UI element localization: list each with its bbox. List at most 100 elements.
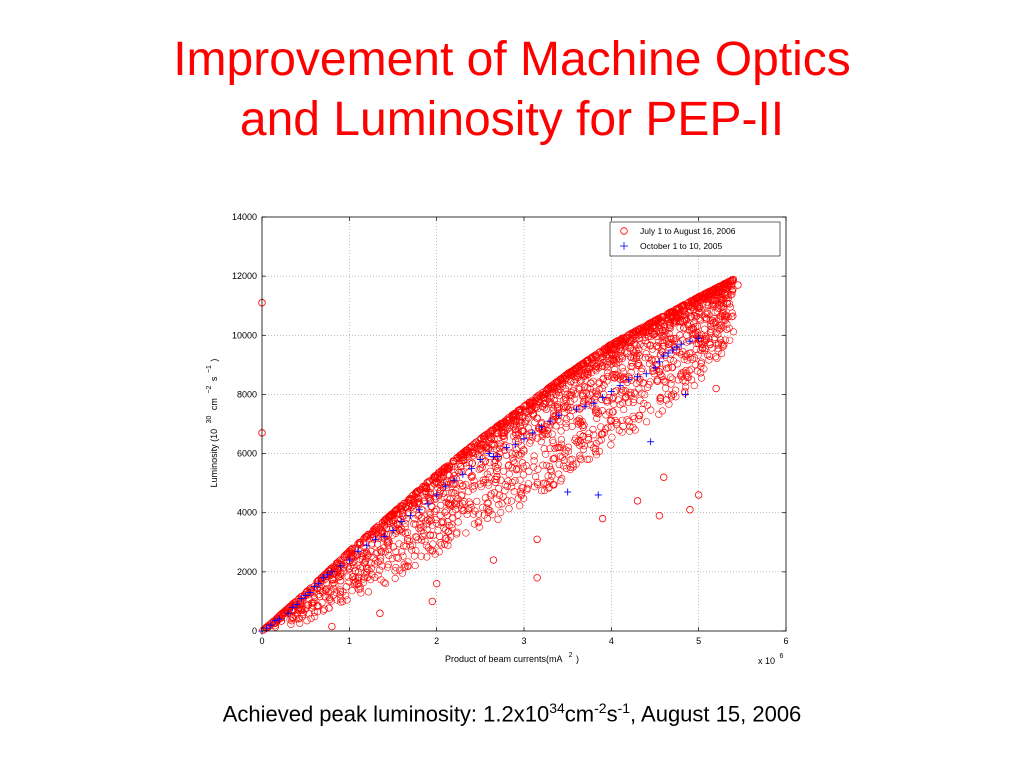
red-circle-point [667,391,676,399]
blue-plus-point [599,393,607,401]
red-circle-point [557,477,565,485]
blue-plus-point [546,417,554,425]
red-circle-point [606,341,614,349]
y-tick-label: 12000 [232,271,257,281]
red-circle-point [517,442,525,450]
red-circle-point [437,469,445,477]
blue-plus-point [398,518,406,526]
red-circle-point [714,324,722,332]
red-circle-point [604,368,612,377]
red-circle-point [277,617,285,625]
red-circle-point [529,463,538,471]
red-circle-point [687,349,695,357]
red-circle-point [694,293,702,301]
red-circle-point [503,482,511,491]
blue-plus-point [594,491,602,499]
blue-plus-point [468,464,476,472]
red-circle-point [657,395,665,403]
red-circle-point [331,581,339,589]
red-circle-point [522,431,531,439]
red-circle-point [697,335,705,343]
red-circle-point [376,566,384,574]
red-circle-point [562,397,570,405]
red-circle-point [545,462,554,471]
red-circle-point [403,536,411,545]
red-circle-point [449,509,457,517]
blue-plus-point [459,470,467,478]
red-circle-point [591,406,600,414]
red-circle-point [698,344,707,352]
red-circle-point [643,418,651,426]
red-circle-point [616,401,624,409]
red-circle-point [385,517,394,526]
red-circle-point [449,480,457,488]
red-circle-point [508,450,516,458]
red-circle-point [291,598,300,606]
red-circle-point [534,392,542,400]
red-circle-point [367,559,375,567]
red-circle-point [424,544,433,552]
red-circle-point [567,403,575,411]
red-circle-outlier [694,491,703,499]
blue-plus-point [271,617,279,625]
caption-cm: cm [564,701,595,727]
red-circle-point [584,434,592,442]
red-circle-point [629,423,637,431]
red-circle-point [483,470,491,478]
red-circle-point [412,546,420,555]
x-tick-label: 0 [259,636,264,646]
red-circle-point [402,519,410,528]
red-circle-point [443,481,451,489]
red-circle-point [475,445,483,453]
red-circle-point [502,451,511,459]
red-circle-point [485,436,493,444]
red-circle-point [580,359,588,367]
red-circle-point [631,390,639,398]
x-tick-label: 3 [521,636,526,646]
caption-date: , August 15, 2006 [630,701,802,727]
y-tick-label: 14000 [232,212,257,222]
red-circle-point [372,557,380,565]
red-circle-point [574,369,583,377]
red-circle-point [483,499,491,507]
red-circle-point [639,328,647,336]
red-circle-point [636,341,644,349]
red-circle-point [540,404,549,412]
red-circle-point [534,465,542,473]
red-circle-point [426,531,434,539]
red-circle-point [484,508,493,517]
red-circle-point [300,593,308,601]
red-circle-point [443,483,451,492]
red-circle-point [310,594,319,602]
red-circle-point [382,515,390,523]
red-circle-point [681,389,689,397]
red-circle-point [627,343,635,351]
red-circle-point [462,480,470,489]
blue-plus-point [267,621,275,629]
red-circle-point [579,433,587,441]
red-circle-point [512,445,521,454]
red-circle-point [557,436,566,444]
blue-plus-point [380,532,388,540]
red-circle-point [435,548,443,556]
red-circle-point [704,351,712,359]
y-axis-label-cm: cm [209,398,219,410]
red-circle-point [439,519,447,527]
red-circle-point [674,310,682,319]
red-circle-point [359,579,368,587]
red-circle-point [360,573,368,581]
red-circle-point [626,423,634,431]
red-circle-point [561,449,569,457]
red-circle-point [423,479,431,487]
red-circle-point [505,505,513,513]
red-circle-point [662,384,670,392]
red-circle-point [571,436,579,444]
red-circle-point [555,460,563,469]
blue-plus-point [319,574,327,582]
red-circle-point [591,448,600,456]
blue-plus-point [354,547,362,555]
red-circle-point [384,538,392,546]
red-circle-point [639,323,647,331]
red-circle-outlier [533,535,541,544]
red-circle-point [680,368,688,376]
